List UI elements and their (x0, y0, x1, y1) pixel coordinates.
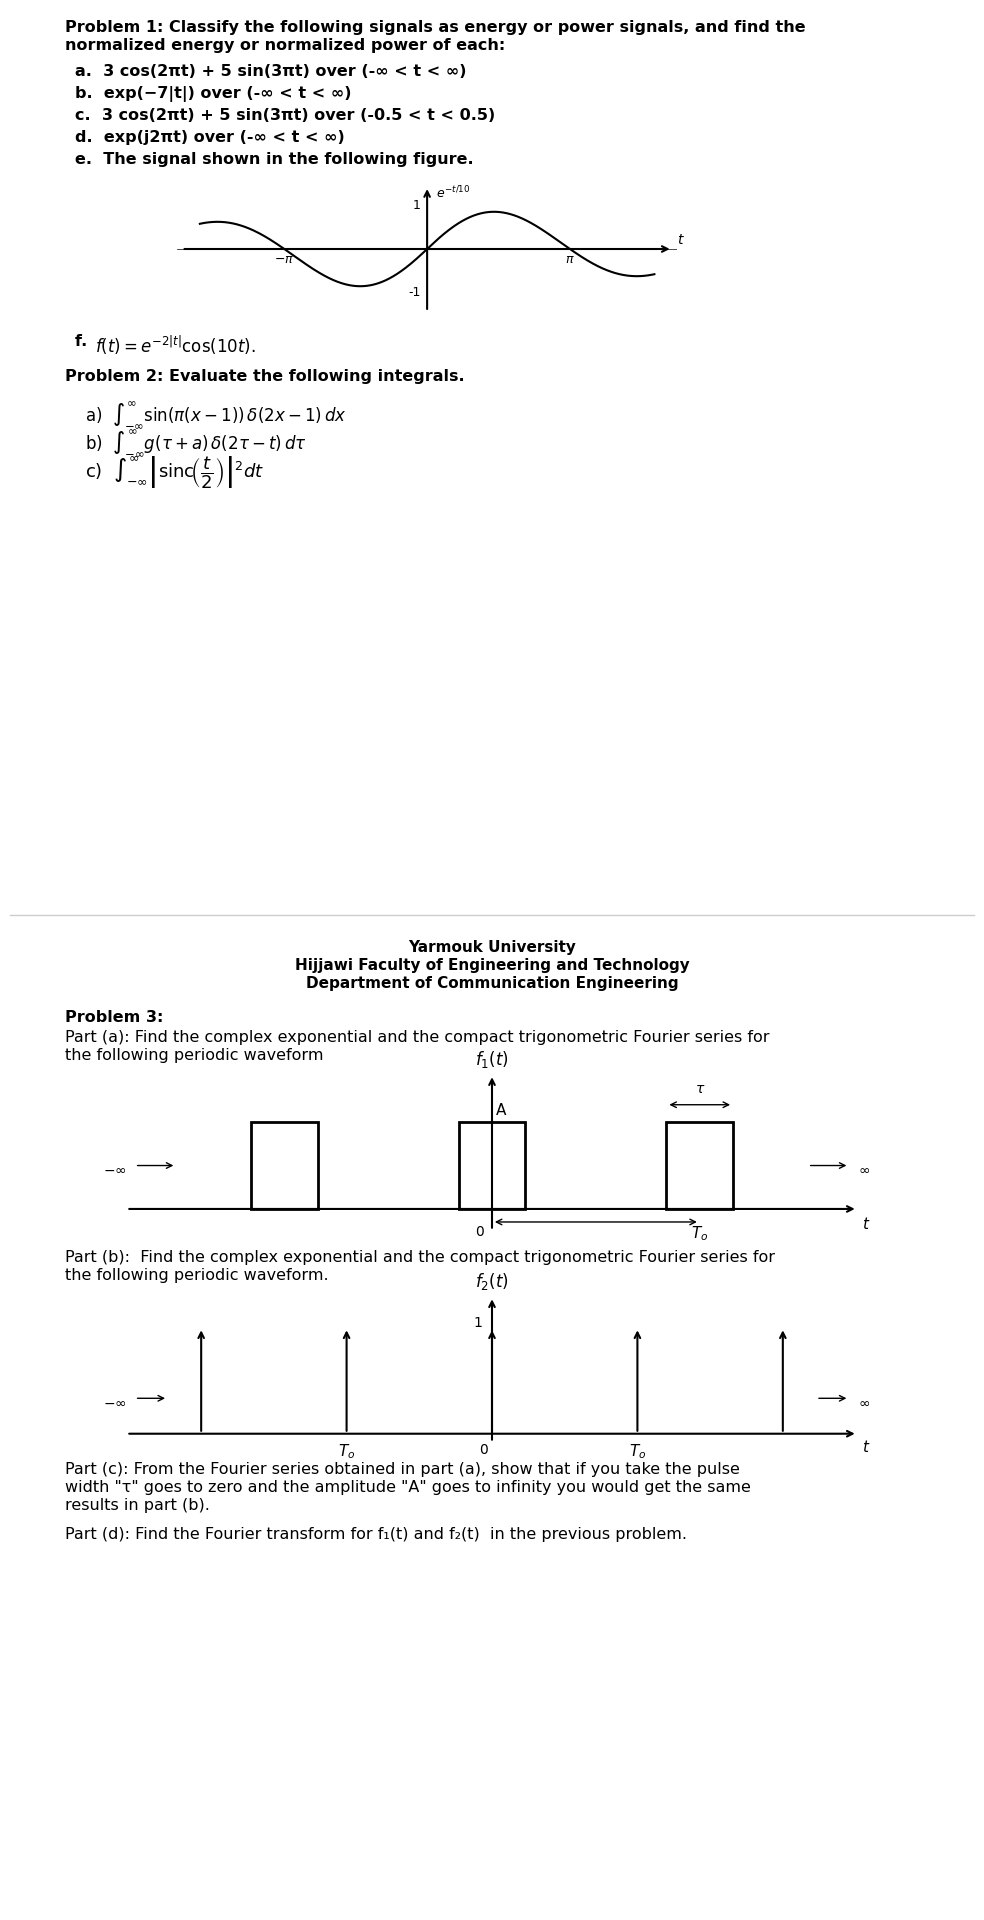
Text: Part (c): From the Fourier series obtained in part (a), show that if you take th: Part (c): From the Fourier series obtain… (65, 1461, 740, 1476)
Text: results in part (b).: results in part (b). (65, 1498, 210, 1513)
Text: A: A (496, 1102, 507, 1117)
Text: the following periodic waveform: the following periodic waveform (65, 1048, 324, 1064)
Text: e.  The signal shown in the following figure.: e. The signal shown in the following fig… (75, 152, 473, 167)
Text: $f_2(t)$: $f_2(t)$ (475, 1271, 509, 1292)
Text: $f(t) = e^{-2|t|}\cos(10t).$: $f(t) = e^{-2|t|}\cos(10t).$ (95, 334, 256, 357)
Text: 1: 1 (473, 1315, 482, 1331)
Text: $t$: $t$ (862, 1438, 870, 1455)
Text: Problem 3:: Problem 3: (65, 1010, 163, 1025)
Text: a)  $\int_{-\infty}^{\infty} \sin(\pi(x-1))\,\delta(2x-1)\,dx$: a) $\int_{-\infty}^{\infty} \sin(\pi(x-1… (85, 399, 346, 430)
Text: 0: 0 (479, 1442, 488, 1457)
Text: Part (d): Find the Fourier transform for f₁(t) and f₂(t)  in the previous proble: Part (d): Find the Fourier transform for… (65, 1526, 687, 1542)
Text: Yarmouk University: Yarmouk University (408, 941, 576, 954)
Text: Part (a): Find the complex exponential and the compact trigonometric Fourier ser: Part (a): Find the complex exponential a… (65, 1029, 769, 1044)
Text: $-\infty$: $-\infty$ (102, 1396, 126, 1409)
Text: $t$: $t$ (862, 1215, 870, 1233)
Text: a.  3 cos(2πt) + 5 sin(3πt) over (-∞ < t < ∞): a. 3 cos(2πt) + 5 sin(3πt) over (-∞ < t … (75, 63, 466, 79)
Text: $\tau$: $\tau$ (695, 1083, 705, 1096)
Text: 0: 0 (475, 1225, 484, 1238)
Text: $e^{-t/10}$: $e^{-t/10}$ (436, 184, 470, 202)
Text: $T_o$: $T_o$ (629, 1442, 646, 1461)
Text: $t$: $t$ (677, 232, 685, 248)
Text: Hijjawi Faculty of Engineering and Technology: Hijjawi Faculty of Engineering and Techn… (294, 958, 690, 973)
Text: $\pi$: $\pi$ (565, 253, 575, 267)
Text: width "τ" goes to zero and the amplitude "A" goes to infinity you would get the : width "τ" goes to zero and the amplitude… (65, 1480, 751, 1496)
Text: b.  exp(−7|t|) over (-∞ < t < ∞): b. exp(−7|t|) over (-∞ < t < ∞) (75, 86, 351, 102)
Text: d.  exp(j2πt) over (-∞ < t < ∞): d. exp(j2πt) over (-∞ < t < ∞) (75, 131, 344, 146)
Text: $f_1(t)$: $f_1(t)$ (475, 1048, 509, 1069)
Text: $T_o$: $T_o$ (691, 1225, 708, 1244)
Text: $-\pi$: $-\pi$ (275, 253, 294, 267)
Text: c.  3 cos(2πt) + 5 sin(3πt) over (-0.5 < t < 0.5): c. 3 cos(2πt) + 5 sin(3πt) over (-0.5 < … (75, 108, 495, 123)
Text: $\infty$: $\infty$ (858, 1164, 870, 1177)
Text: f.: f. (75, 334, 98, 349)
Text: c)  $\int_{-\infty}^{\infty} \left|\mathrm{sinc}\!\left(\dfrac{t}{2}\right)\righ: c) $\int_{-\infty}^{\infty} \left|\mathr… (85, 455, 265, 492)
Text: Problem 2: Evaluate the following integrals.: Problem 2: Evaluate the following integr… (65, 369, 464, 384)
Text: $T_o$: $T_o$ (338, 1442, 355, 1461)
Text: the following periodic waveform.: the following periodic waveform. (65, 1267, 329, 1283)
Text: 1: 1 (412, 200, 420, 213)
Text: $-\infty$: $-\infty$ (102, 1164, 126, 1177)
Text: Department of Communication Engineering: Department of Communication Engineering (306, 975, 678, 991)
Text: Part (b):  Find the complex exponential and the compact trigonometric Fourier se: Part (b): Find the complex exponential a… (65, 1250, 775, 1265)
Text: normalized energy or normalized power of each:: normalized energy or normalized power of… (65, 38, 505, 54)
Text: b)  $\int_{-\infty}^{\infty} g(\tau+a)\,\delta(2\tau-t)\,d\tau$: b) $\int_{-\infty}^{\infty} g(\tau+a)\,\… (85, 426, 307, 459)
Text: Problem 1: Classify the following signals as energy or power signals, and find t: Problem 1: Classify the following signal… (65, 19, 806, 35)
Text: $\infty$: $\infty$ (858, 1396, 870, 1409)
Text: -1: -1 (408, 286, 420, 300)
